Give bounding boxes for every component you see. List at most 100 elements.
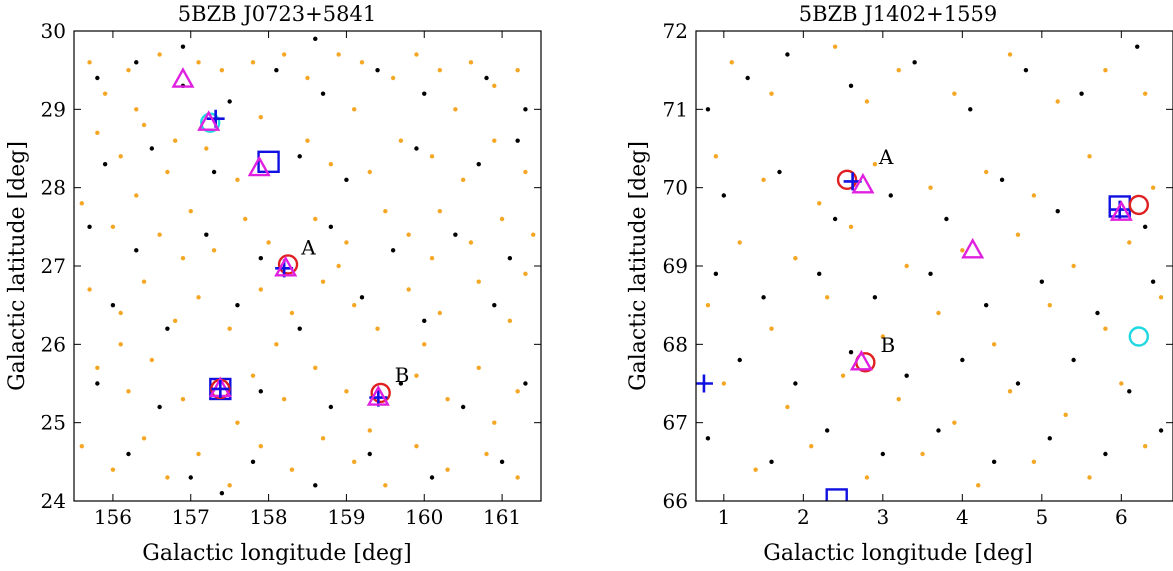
orange-point bbox=[95, 130, 100, 136]
black-point bbox=[1127, 389, 1132, 394]
orange-point bbox=[429, 154, 435, 159]
orange-point bbox=[235, 177, 240, 183]
black-point bbox=[211, 169, 217, 175]
orange-point bbox=[165, 475, 170, 480]
orange-point bbox=[437, 208, 443, 214]
orange-point bbox=[250, 60, 256, 65]
orange-point bbox=[1007, 52, 1013, 57]
orange-point bbox=[344, 240, 349, 245]
orange-point bbox=[281, 52, 287, 57]
orange-point bbox=[1103, 67, 1108, 73]
orange-point bbox=[157, 52, 162, 57]
orange-point bbox=[219, 67, 225, 73]
orange-point bbox=[336, 263, 341, 269]
black-point bbox=[1023, 67, 1029, 73]
black-point bbox=[1135, 44, 1140, 49]
black-point bbox=[180, 44, 186, 49]
black-point bbox=[1039, 279, 1045, 284]
black-point bbox=[832, 216, 838, 222]
black-point bbox=[422, 318, 427, 324]
circle-marker bbox=[1128, 326, 1150, 347]
black-point bbox=[476, 161, 481, 167]
orange-point bbox=[352, 302, 357, 308]
orange-point bbox=[320, 436, 326, 441]
black-point bbox=[1103, 451, 1108, 457]
x-tick-label: 5 bbox=[1035, 505, 1048, 529]
black-point bbox=[983, 302, 989, 308]
y-tick-label: 67 bbox=[663, 411, 688, 435]
x-tick-label: 2 bbox=[797, 505, 810, 529]
black-point bbox=[313, 36, 318, 42]
orange-point bbox=[1031, 459, 1037, 465]
orange-point bbox=[398, 138, 404, 143]
black-point bbox=[745, 75, 750, 81]
orange-point bbox=[437, 67, 443, 73]
orange-point bbox=[165, 169, 170, 175]
black-point bbox=[968, 107, 973, 112]
triangle-marker bbox=[171, 67, 195, 88]
orange-point bbox=[258, 287, 263, 292]
orange-point bbox=[515, 67, 520, 73]
y-tick-label: 27 bbox=[41, 254, 66, 278]
triangle-marker bbox=[366, 385, 390, 406]
circle-marker bbox=[836, 169, 858, 191]
black-point bbox=[824, 428, 830, 433]
black-point bbox=[1095, 310, 1100, 316]
orange-point bbox=[991, 342, 997, 347]
orange-point bbox=[492, 420, 497, 425]
orange-point bbox=[864, 475, 870, 480]
circle-marker bbox=[370, 382, 391, 404]
orange-point bbox=[336, 52, 341, 57]
orange-point bbox=[1127, 240, 1132, 245]
triangle-marker bbox=[247, 155, 271, 177]
orange-point bbox=[936, 310, 941, 316]
black-point bbox=[1071, 357, 1076, 363]
orange-point bbox=[468, 60, 474, 65]
y-tick-label: 72 bbox=[663, 19, 688, 43]
black-point bbox=[274, 67, 279, 73]
black-point bbox=[991, 459, 997, 465]
annotation-label: B bbox=[395, 363, 410, 387]
black-point bbox=[250, 459, 256, 465]
plot-area bbox=[696, 44, 1164, 501]
orange-point bbox=[507, 318, 513, 324]
orange-point bbox=[188, 208, 193, 214]
triangle-marker bbox=[961, 237, 985, 259]
black-point bbox=[429, 475, 435, 480]
orange-point bbox=[95, 365, 100, 371]
black-point bbox=[102, 161, 108, 167]
black-point bbox=[227, 99, 232, 104]
orange-point bbox=[453, 107, 458, 112]
y-tick-label: 66 bbox=[663, 489, 688, 513]
black-point bbox=[1055, 208, 1060, 214]
triangle-marker bbox=[274, 255, 298, 277]
panel-right-xlabel: Galactic longitude [deg] bbox=[763, 541, 1032, 566]
orange-point bbox=[110, 467, 116, 472]
orange-point bbox=[484, 451, 489, 457]
triangle-marker bbox=[197, 110, 221, 131]
orange-point bbox=[227, 483, 232, 488]
orange-point bbox=[848, 224, 854, 230]
annotation-label: B bbox=[880, 333, 895, 357]
orange-point bbox=[952, 420, 957, 425]
orange-point bbox=[281, 396, 287, 402]
black-point bbox=[149, 146, 155, 151]
y-tick-label: 30 bbox=[41, 19, 66, 43]
black-point bbox=[793, 381, 798, 386]
black-point bbox=[110, 302, 116, 308]
orange-point bbox=[352, 459, 357, 465]
orange-point bbox=[952, 91, 957, 96]
orange-point bbox=[864, 99, 870, 104]
square-marker bbox=[825, 488, 848, 501]
black-point bbox=[367, 451, 372, 457]
black-point bbox=[769, 459, 774, 465]
orange-point bbox=[523, 169, 528, 175]
black-point bbox=[761, 295, 766, 300]
y-tick-label: 26 bbox=[41, 332, 66, 356]
orange-point bbox=[258, 443, 263, 449]
orange-point bbox=[134, 107, 139, 112]
black-point bbox=[880, 451, 886, 457]
orange-point bbox=[172, 318, 178, 324]
orange-point bbox=[769, 91, 774, 96]
black-point bbox=[219, 490, 225, 496]
